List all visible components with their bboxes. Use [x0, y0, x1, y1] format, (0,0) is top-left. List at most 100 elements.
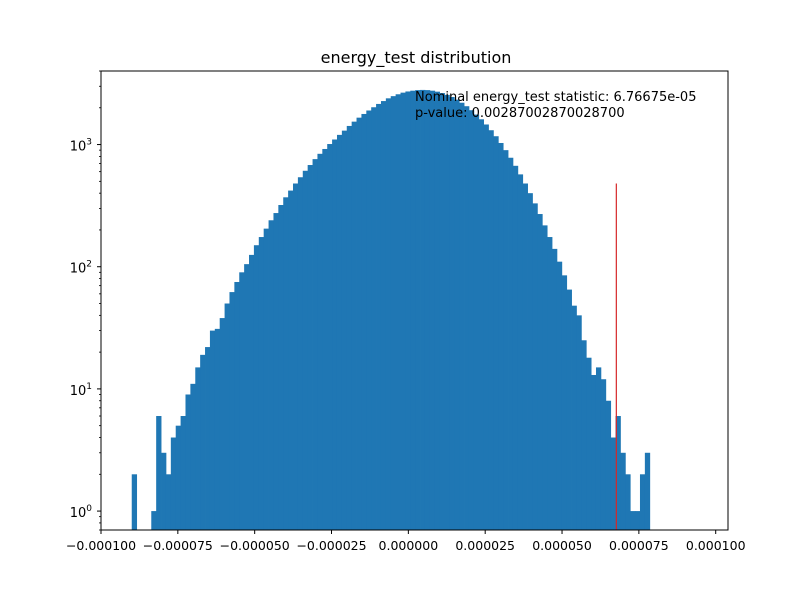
histogram-bar [205, 347, 211, 530]
x-tick-label: 0.000100 [686, 538, 746, 553]
histogram-bar [512, 165, 519, 531]
histogram-bar [464, 106, 470, 531]
histogram-bar [376, 103, 382, 530]
histogram-bar [356, 117, 362, 530]
histogram-bar [508, 157, 514, 531]
histogram-bar [454, 99, 460, 531]
histogram-bar [185, 394, 191, 530]
histogram-bar [644, 452, 651, 530]
histogram-bar [268, 220, 274, 530]
histogram-bar [346, 125, 353, 530]
histogram-bar [493, 136, 499, 531]
nominal-statistic-label: Nominal energy_test statistic: 6.76675e-… [415, 90, 696, 105]
histogram-bar [302, 170, 309, 530]
histogram-bar [444, 94, 450, 530]
histogram-bar [459, 102, 465, 530]
histogram-bar [317, 153, 323, 530]
histogram-bar [625, 474, 631, 530]
histogram-bar [556, 261, 563, 530]
histogram-bar [552, 248, 558, 530]
histogram-bar [424, 90, 431, 531]
y-tick-label: 103 [70, 138, 92, 155]
histogram-bar [468, 110, 475, 530]
histogram-bar [156, 416, 162, 530]
histogram-bar [170, 437, 177, 530]
x-tick-label: 0.000050 [532, 538, 592, 553]
histogram-bar [630, 511, 636, 530]
histogram-bar [219, 318, 225, 530]
histogram-bar [639, 474, 646, 530]
histogram-bar [434, 91, 441, 530]
histogram-bar [395, 94, 401, 531]
x-tick-label: 0.000000 [379, 538, 439, 553]
histogram-bar [586, 357, 592, 530]
histogram-bar [390, 96, 397, 531]
histogram-bar [537, 214, 543, 530]
histogram-bar [571, 305, 577, 530]
x-tick-label: −0.000100 [66, 538, 136, 553]
histogram-bar [615, 416, 621, 530]
histogram-bar [522, 183, 528, 530]
histogram-bar [258, 237, 265, 531]
histogram-bar [600, 379, 607, 530]
histogram-bar [253, 245, 260, 530]
histogram-bar [420, 89, 426, 531]
histogram-bar [131, 474, 138, 530]
histogram-bar [561, 275, 568, 530]
histogram-bar [209, 330, 216, 530]
x-tick-label: −0.000075 [143, 538, 213, 553]
histogram-bar [273, 213, 279, 531]
histogram-bar [371, 107, 377, 530]
histogram-bar [527, 193, 533, 531]
histogram-bar [239, 272, 245, 530]
histogram-bar [576, 315, 582, 530]
histogram-bar [327, 144, 333, 530]
y-tick-label: 102 [70, 260, 92, 277]
histogram-bar [415, 90, 421, 531]
histogram-bar [244, 264, 250, 530]
histogram-bar [263, 228, 269, 530]
histogram-bar [595, 367, 602, 530]
histogram-bar [635, 511, 641, 530]
histogram-bar [542, 225, 548, 530]
histogram-bar [581, 340, 587, 530]
p-value-label: p-value: 0.00287002870028700 [415, 106, 625, 121]
histogram-bar [620, 452, 626, 530]
histogram-bar [605, 400, 612, 530]
histogram-bar [224, 303, 230, 530]
histogram-bar [336, 134, 343, 530]
histogram-bar [165, 474, 172, 530]
histogram-bar [429, 90, 436, 530]
histogram-bar [249, 254, 255, 530]
histogram-bar [361, 113, 367, 531]
x-tick-label: 0.000025 [455, 538, 515, 553]
histogram-bar [366, 110, 372, 530]
histogram-bar [547, 237, 553, 531]
histogram-bar [341, 130, 348, 530]
histogram-bar [297, 177, 304, 530]
histogram-bar [288, 190, 294, 530]
x-axis: −0.000100 −0.000075 −0.000050 −0.000025 0.00… [66, 530, 746, 553]
histogram-bar [307, 165, 313, 530]
x-tick-label: −0.000050 [220, 538, 290, 553]
histogram-bar [332, 139, 338, 530]
histogram-bar [293, 183, 299, 530]
x-tick-label: 0.000075 [609, 538, 669, 553]
histogram-bar [195, 367, 201, 530]
histogram-bar [190, 383, 196, 530]
histogram-bar [234, 281, 240, 530]
histogram-bar [229, 292, 235, 530]
histogram-bar [180, 416, 186, 530]
histogram-bar [405, 91, 411, 531]
histogram-bar [161, 452, 167, 530]
histogram-bar [439, 93, 445, 531]
histogram-bar [591, 374, 597, 530]
histogram-bar [175, 425, 182, 530]
histogram-bar [322, 148, 328, 531]
histogram-bar [400, 92, 406, 531]
histogram-bar [385, 98, 392, 530]
histogram-bar [498, 142, 504, 531]
histogram-bar [473, 114, 480, 530]
histogram-bar [566, 289, 572, 530]
y-tick-label: 101 [70, 382, 92, 399]
